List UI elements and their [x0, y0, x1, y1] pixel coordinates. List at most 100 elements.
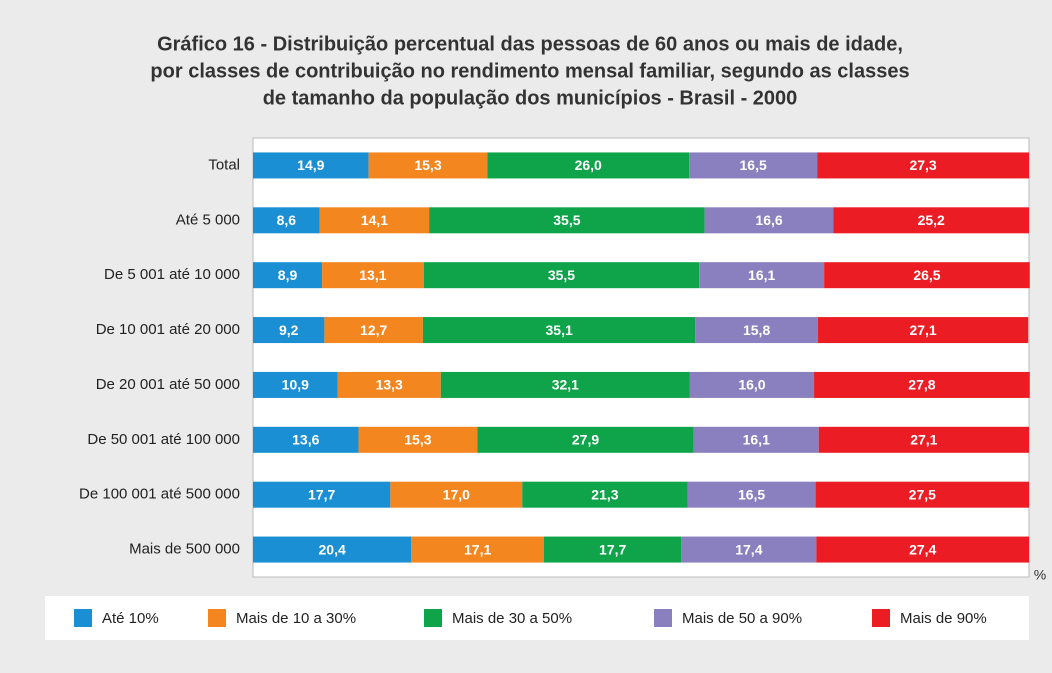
bar-segment	[818, 426, 1029, 453]
value-label: 12,7	[360, 322, 387, 338]
bar-segment	[477, 426, 694, 453]
value-label: 35,5	[553, 212, 580, 228]
value-label: 9,2	[279, 322, 299, 338]
value-label: 26,5	[913, 267, 940, 283]
bar-segment	[689, 371, 815, 398]
value-label: 15,3	[404, 432, 431, 448]
value-label: 16,0	[738, 377, 765, 393]
value-label: 17,1	[464, 541, 491, 557]
bar-segment	[699, 262, 825, 289]
value-label: 27,1	[910, 432, 937, 448]
y-tick-label: De 20 001 até 50 000	[96, 376, 240, 393]
bar-segment	[368, 152, 488, 179]
value-label: 20,4	[319, 541, 346, 557]
bar-segment	[253, 317, 325, 344]
value-label: 13,6	[292, 432, 319, 448]
value-label: 35,1	[546, 322, 573, 338]
value-label: 27,3	[909, 157, 936, 173]
bar-segment	[704, 207, 834, 234]
value-label: 21,3	[591, 486, 618, 502]
value-label: 14,9	[297, 157, 324, 173]
value-label: 17,7	[599, 541, 626, 557]
y-tick-label: Até 5 000	[176, 211, 240, 228]
value-label: 32,1	[552, 377, 579, 393]
bar-segment	[324, 317, 423, 344]
bar-segment	[681, 536, 817, 563]
value-label: 10,9	[282, 377, 309, 393]
value-label: 27,8	[908, 377, 935, 393]
bar-segment	[253, 481, 391, 508]
chart-title: de tamanho da população dos municípios -…	[263, 87, 798, 109]
value-label: 25,2	[918, 212, 945, 228]
bar-segment	[337, 371, 441, 398]
value-label: 26,0	[575, 157, 602, 173]
y-tick-label: De 50 001 até 100 000	[87, 431, 240, 448]
value-label: 15,3	[414, 157, 441, 173]
plot-area	[252, 137, 1030, 578]
y-tick-label: Mais de 500 000	[129, 541, 240, 558]
legend-label: Mais de 50 a 90%	[682, 610, 802, 627]
value-label: 16,5	[738, 486, 765, 502]
bar-segment	[322, 262, 424, 289]
value-label: 16,6	[755, 212, 782, 228]
bar-segment	[816, 536, 1029, 563]
bar-segment	[824, 262, 1030, 289]
bar-segment	[253, 152, 369, 179]
value-label: 13,3	[376, 377, 403, 393]
value-label: 17,7	[308, 486, 335, 502]
bar-segment	[487, 152, 690, 179]
value-label: 27,4	[909, 541, 936, 557]
x-axis-label: %	[1034, 567, 1046, 583]
value-label: 8,6	[277, 212, 297, 228]
y-tick-label: De 5 001 até 10 000	[104, 266, 240, 283]
value-label: 8,9	[278, 267, 298, 283]
legend-swatch	[654, 609, 672, 627]
bar-segment	[544, 536, 682, 563]
value-label: 17,4	[735, 541, 762, 557]
legend-label: Mais de 10 a 30%	[236, 610, 356, 627]
bar-segment	[411, 536, 544, 563]
bar-segment	[687, 481, 816, 508]
bar-segment	[358, 426, 478, 453]
bar-segment	[815, 481, 1029, 508]
bar-segment	[429, 207, 705, 234]
legend-swatch	[208, 609, 226, 627]
value-label: 13,1	[359, 267, 386, 283]
y-tick-label: Total	[208, 156, 240, 173]
legend-label: Mais de 30 a 50%	[452, 610, 572, 627]
bar-segment	[422, 317, 696, 344]
legend-label: Até 10%	[102, 610, 159, 627]
value-label: 17,0	[443, 486, 470, 502]
bar-segment	[689, 152, 818, 179]
legend-swatch	[872, 609, 890, 627]
chart-title: por classes de contribuição no rendiment…	[150, 60, 909, 82]
bar-segment	[817, 152, 1029, 179]
legend-swatch	[424, 609, 442, 627]
value-label: 27,1	[909, 322, 936, 338]
legend-label: Mais de 90%	[900, 610, 987, 627]
bar-segment	[253, 371, 338, 398]
bar-segment	[253, 426, 359, 453]
value-label: 14,1	[361, 212, 388, 228]
bar-segment	[817, 317, 1029, 344]
bar-segment	[814, 371, 1030, 398]
bar-segment	[440, 371, 690, 398]
bar-segment	[319, 207, 430, 234]
bar-segment	[253, 207, 320, 234]
bar-segment	[693, 426, 819, 453]
bar-segment	[833, 207, 1029, 234]
value-label: 15,8	[743, 322, 770, 338]
bar-segment	[423, 262, 700, 289]
value-label: 16,1	[743, 432, 770, 448]
bar-segment	[695, 317, 818, 344]
value-label: 27,5	[909, 486, 936, 502]
chart-title: Gráfico 16 - Distribuição percentual das…	[157, 33, 903, 55]
y-tick-label: De 100 001 até 500 000	[79, 486, 240, 503]
bar-segment	[253, 536, 412, 563]
bar-segment	[390, 481, 523, 508]
value-label: 27,9	[572, 432, 599, 448]
value-label: 16,5	[740, 157, 767, 173]
value-label: 16,1	[748, 267, 775, 283]
legend-swatch	[74, 609, 92, 627]
